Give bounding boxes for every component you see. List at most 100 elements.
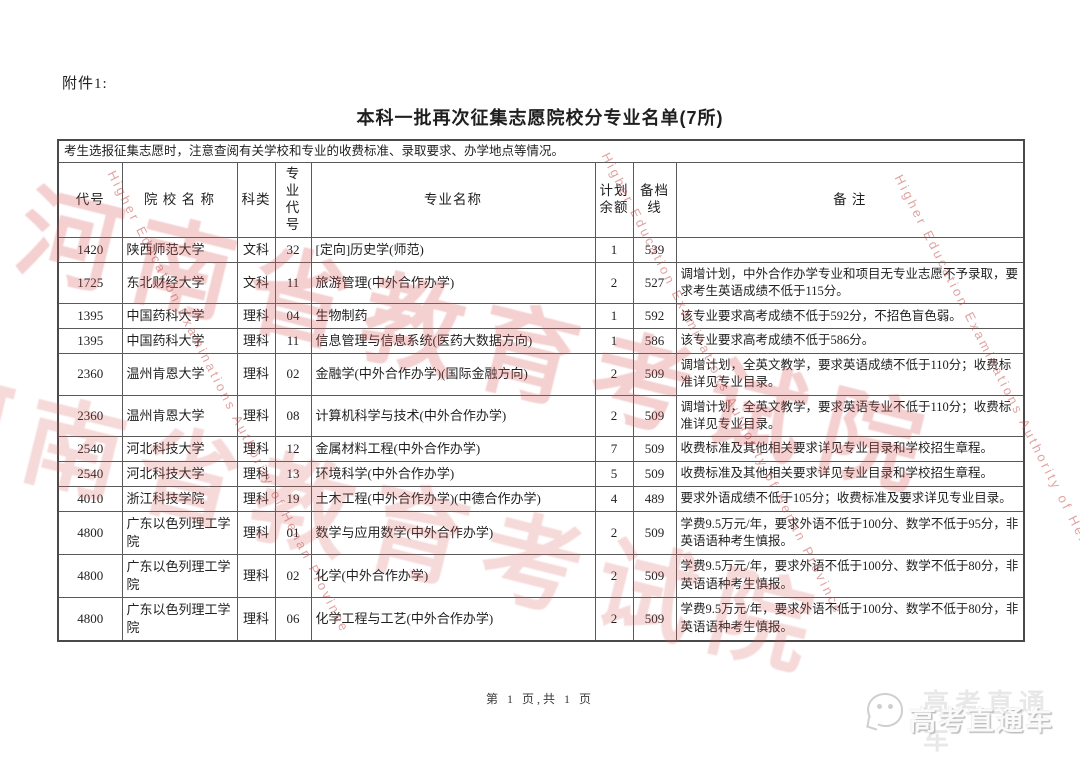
page-title: 本科一批再次征集志愿院校分专业名单(7所): [356, 108, 724, 128]
cell-cutoff-line: 509: [632, 553, 677, 598]
cell-school-name: 温州肯恩大学: [121, 394, 238, 438]
cell-school-name: 河北科技大学: [121, 461, 238, 487]
cell-major-name: 金融学(中外合作办学)(国际金融方向): [310, 353, 596, 396]
cell-school-name: 温州肯恩大学: [121, 353, 238, 396]
cell-school-code: 1725: [57, 261, 123, 305]
cell-school-code: 4800: [57, 596, 123, 642]
gaokao-express-logo: 高考直通车 高考直通车: [866, 688, 1054, 755]
cell-school-code: 1420: [57, 236, 123, 263]
logo-ghost-text: 高考直通车: [923, 687, 1052, 755]
cell-quota: 5: [594, 461, 634, 487]
cell-quota: 2: [594, 510, 634, 555]
cell-category: 理科: [236, 394, 276, 438]
cell-major-code: 08: [274, 394, 312, 438]
cell-category: 理科: [236, 596, 276, 642]
cell-major-name: 计算机科学与技术(中外合作办学): [310, 394, 596, 438]
cell-quota: 1: [594, 236, 634, 263]
header-line: 备档线: [632, 162, 677, 238]
notice-text: 考生选报征集志愿时，注意查阅有关学校和专业的收费标准、录取要求、办学地点等情况。: [57, 139, 1025, 164]
cell-remark: 调增计划，全英文教学，要求英语成绩不低于110分；收费标准详见专业目录。: [675, 353, 1025, 396]
table-row: 2360 温州肯恩大学 理科 08 计算机科学与技术(中外合作办学) 2 509…: [57, 394, 1025, 438]
cell-major-code: 11: [274, 261, 312, 305]
cell-remark: 学费9.5万元/年，要求外语不低于100分、数学不低于80分，非英语语种考生慎报…: [675, 553, 1025, 598]
header-code: 代号: [57, 162, 123, 238]
cell-category: 理科: [236, 485, 276, 512]
attachment-label: 附件1:: [62, 76, 108, 92]
cell-school-code: 1395: [57, 328, 123, 355]
cell-school-code: 2360: [57, 353, 123, 396]
cell-major-code: 06: [274, 596, 312, 642]
cell-school-code: 4010: [57, 485, 123, 512]
cell-cutoff-line: 509: [632, 596, 677, 642]
cell-cutoff-line: 527: [632, 261, 677, 305]
cell-cutoff-line: 509: [632, 394, 677, 438]
header-remark: 备 注: [675, 162, 1025, 238]
table-row: 4800 广东以色列理工学院 理科 01 数学与应用数学(中外合作办学) 2 5…: [57, 510, 1025, 555]
cell-remark: 调增计划，中外合作办学专业和项目无专业志愿不予录取，要求考生英语成绩不低于115…: [675, 261, 1025, 305]
cell-major-name: [定向]历史学(师范): [310, 236, 596, 263]
cell-remark: 学费9.5万元/年，要求外语不低于100分、数学不低于80分，非英语语种考生慎报…: [675, 596, 1025, 642]
cell-category: 理科: [236, 461, 276, 487]
header-quota: 计划余额: [594, 162, 634, 238]
cell-remark: 收费标准及其他相关要求详见专业目录和学校招生章程。: [675, 461, 1025, 487]
cell-remark: 调增计划，全英文教学，要求英语专业不低于110分；收费标准详见专业目录。: [675, 394, 1025, 438]
cell-major-name: 金属材料工程(中外合作办学): [310, 436, 596, 462]
cell-quota: 1: [594, 303, 634, 330]
header-category: 科类: [236, 162, 276, 238]
cell-cutoff-line: 509: [632, 353, 677, 396]
cell-school-code: 2360: [57, 394, 123, 438]
cell-quota: 2: [594, 596, 634, 642]
cell-major-code: 11: [274, 328, 312, 355]
cell-major-name: 生物制药: [310, 303, 596, 330]
cell-major-name: 环境科学(中外合作办学): [310, 461, 596, 487]
cell-major-code: 01: [274, 510, 312, 555]
cell-school-name: 东北财经大学: [121, 261, 238, 305]
cell-category: 文科: [236, 236, 276, 263]
page-number: 第 1 页,共 1 页: [485, 692, 594, 706]
cell-major-code: 12: [274, 436, 312, 462]
cell-remark: 收费标准及其他相关要求详见专业目录和学校招生章程。: [675, 436, 1025, 462]
cell-school-name: 中国药科大学: [121, 303, 238, 330]
cell-major-name: 信息管理与信息系统(医药大数据方向): [310, 328, 596, 355]
table-row: 2540 河北科技大学 理科 12 金属材料工程(中外合作办学) 7 509 收…: [57, 436, 1025, 462]
header-school: 院 校 名 称: [121, 162, 238, 238]
cell-quota: 7: [594, 436, 634, 462]
header-major-code: 专业代号: [274, 162, 312, 238]
table-header-row: 代号 院 校 名 称 科类 专业代号 专业名称 计划余额 备档线 备 注: [57, 162, 1025, 238]
cell-quota: 2: [594, 553, 634, 598]
wechat-bubble-icon: [866, 693, 903, 731]
cell-category: 理科: [236, 303, 276, 330]
cell-remark: 该专业要求高考成绩不低于592分，不招色盲色弱。: [675, 303, 1025, 330]
cell-school-name: 浙江科技学院: [121, 485, 238, 512]
cell-school-code: 2540: [57, 436, 123, 462]
cell-cutoff-line: 509: [632, 461, 677, 487]
cell-major-code: 13: [274, 461, 312, 487]
cell-major-name: 土木工程(中外合作办学)(中德合作办学): [310, 485, 596, 512]
cell-remark: 要求外语成绩不低于105分；收费标准及要求详见专业目录。: [675, 485, 1025, 512]
cell-remark: [675, 236, 1025, 263]
cell-school-name: 广东以色列理工学院: [121, 553, 238, 598]
cell-major-name: 旅游管理(中外合作办学): [310, 261, 596, 305]
table-row: 1395 中国药科大学 理科 04 生物制药 1 592 该专业要求高考成绩不低…: [57, 303, 1025, 330]
cell-school-name: 广东以色列理工学院: [121, 510, 238, 555]
cell-school-code: 4800: [57, 553, 123, 598]
cell-major-code: 02: [274, 553, 312, 598]
cell-major-code: 04: [274, 303, 312, 330]
cell-school-name: 广东以色列理工学院: [121, 596, 238, 642]
cell-quota: 4: [594, 485, 634, 512]
cell-cutoff-line: 539: [632, 236, 677, 263]
cell-major-code: 19: [274, 485, 312, 512]
cell-cutoff-line: 509: [632, 510, 677, 555]
cell-school-code: 4800: [57, 510, 123, 555]
cell-school-code: 1395: [57, 303, 123, 330]
cell-school-code: 2540: [57, 461, 123, 487]
cell-category: 理科: [236, 553, 276, 598]
table-row: 4010 浙江科技学院 理科 19 土木工程(中外合作办学)(中德合作办学) 4…: [57, 485, 1025, 512]
notice-row: 考生选报征集志愿时，注意查阅有关学校和专业的收费标准、录取要求、办学地点等情况。: [57, 139, 1025, 164]
cell-major-code: 32: [274, 236, 312, 263]
cell-category: 理科: [236, 510, 276, 555]
cell-quota: 2: [594, 394, 634, 438]
cell-cutoff-line: 489: [632, 485, 677, 512]
cell-category: 理科: [236, 353, 276, 396]
